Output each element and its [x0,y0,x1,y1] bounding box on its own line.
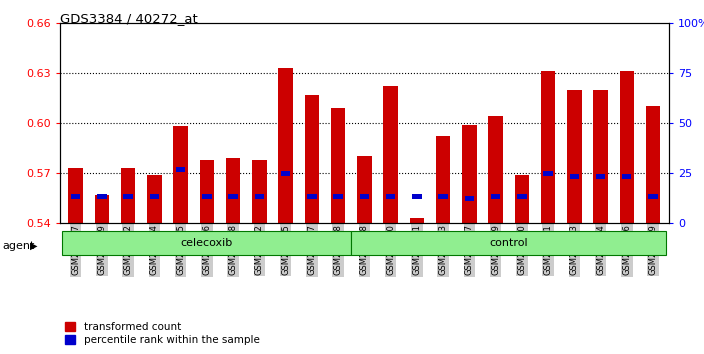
Bar [436,136,451,223]
Text: celecoxib: celecoxib [181,238,233,248]
Bar [307,194,317,199]
FancyBboxPatch shape [351,232,666,255]
Bar [305,95,319,223]
Bar [255,194,264,199]
Bar [334,194,343,199]
Bar [622,174,631,179]
Bar [228,194,238,199]
Bar [570,174,579,179]
Bar [357,156,372,223]
Bar [278,68,293,223]
Bar [596,174,605,179]
Bar [281,171,290,176]
Bar [567,90,582,223]
Bar [226,158,240,223]
Bar [593,90,608,223]
Bar [412,194,422,199]
Bar [71,194,80,199]
Bar [360,194,369,199]
Bar [462,125,477,223]
Bar [515,175,529,223]
Bar [252,160,267,223]
FancyBboxPatch shape [63,232,351,255]
Bar [68,168,83,223]
Bar [439,194,448,199]
Bar [331,108,345,223]
Bar [121,168,135,223]
Bar [150,194,159,199]
Bar [410,218,424,223]
Bar [489,116,503,223]
Text: control: control [489,238,528,248]
Bar [97,194,106,199]
Bar [202,194,211,199]
Bar [517,194,527,199]
Bar [147,175,161,223]
Bar [543,171,553,176]
Text: agent: agent [3,241,35,251]
Bar [541,72,555,223]
Text: GDS3384 / 40272_at: GDS3384 / 40272_at [60,12,198,25]
Text: ▶: ▶ [30,241,37,251]
Bar [386,194,395,199]
Bar [620,72,634,223]
Bar [173,126,188,223]
Bar [465,195,474,200]
Bar [491,194,501,199]
Bar [94,195,109,223]
Bar [648,194,658,199]
Bar [176,167,185,172]
Bar [384,86,398,223]
Bar [200,160,214,223]
Legend: transformed count, percentile rank within the sample: transformed count, percentile rank withi… [65,322,260,345]
Bar [123,194,133,199]
Bar [646,106,660,223]
